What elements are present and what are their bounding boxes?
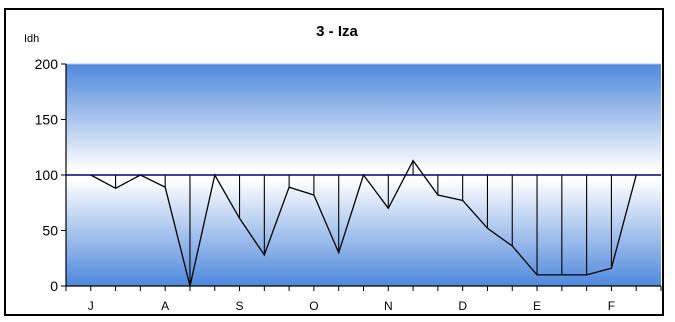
x-tick-label: N bbox=[384, 299, 393, 313]
x-tick-label: F bbox=[608, 299, 615, 313]
y-tick-label: 100 bbox=[35, 167, 59, 183]
x-tick-label: O bbox=[309, 299, 318, 313]
y-tick-label: 150 bbox=[35, 112, 59, 128]
y-axis-label: Idh bbox=[24, 33, 39, 45]
x-tick-label: E bbox=[533, 299, 541, 313]
x-tick-label: D bbox=[458, 299, 467, 313]
y-tick-labels: 0 50 100 150 200 bbox=[35, 56, 59, 294]
x-tick-label: A bbox=[161, 299, 169, 313]
x-tick-label: S bbox=[236, 299, 244, 313]
x-tick-label: J bbox=[88, 299, 94, 313]
axes bbox=[61, 63, 662, 291]
y-tick-label: 50 bbox=[42, 223, 58, 239]
drop-lines bbox=[115, 160, 612, 286]
y-tick-label: 200 bbox=[35, 56, 59, 72]
y-tick-label: 0 bbox=[50, 278, 58, 294]
chart-title: 3 - Iza bbox=[316, 23, 358, 40]
